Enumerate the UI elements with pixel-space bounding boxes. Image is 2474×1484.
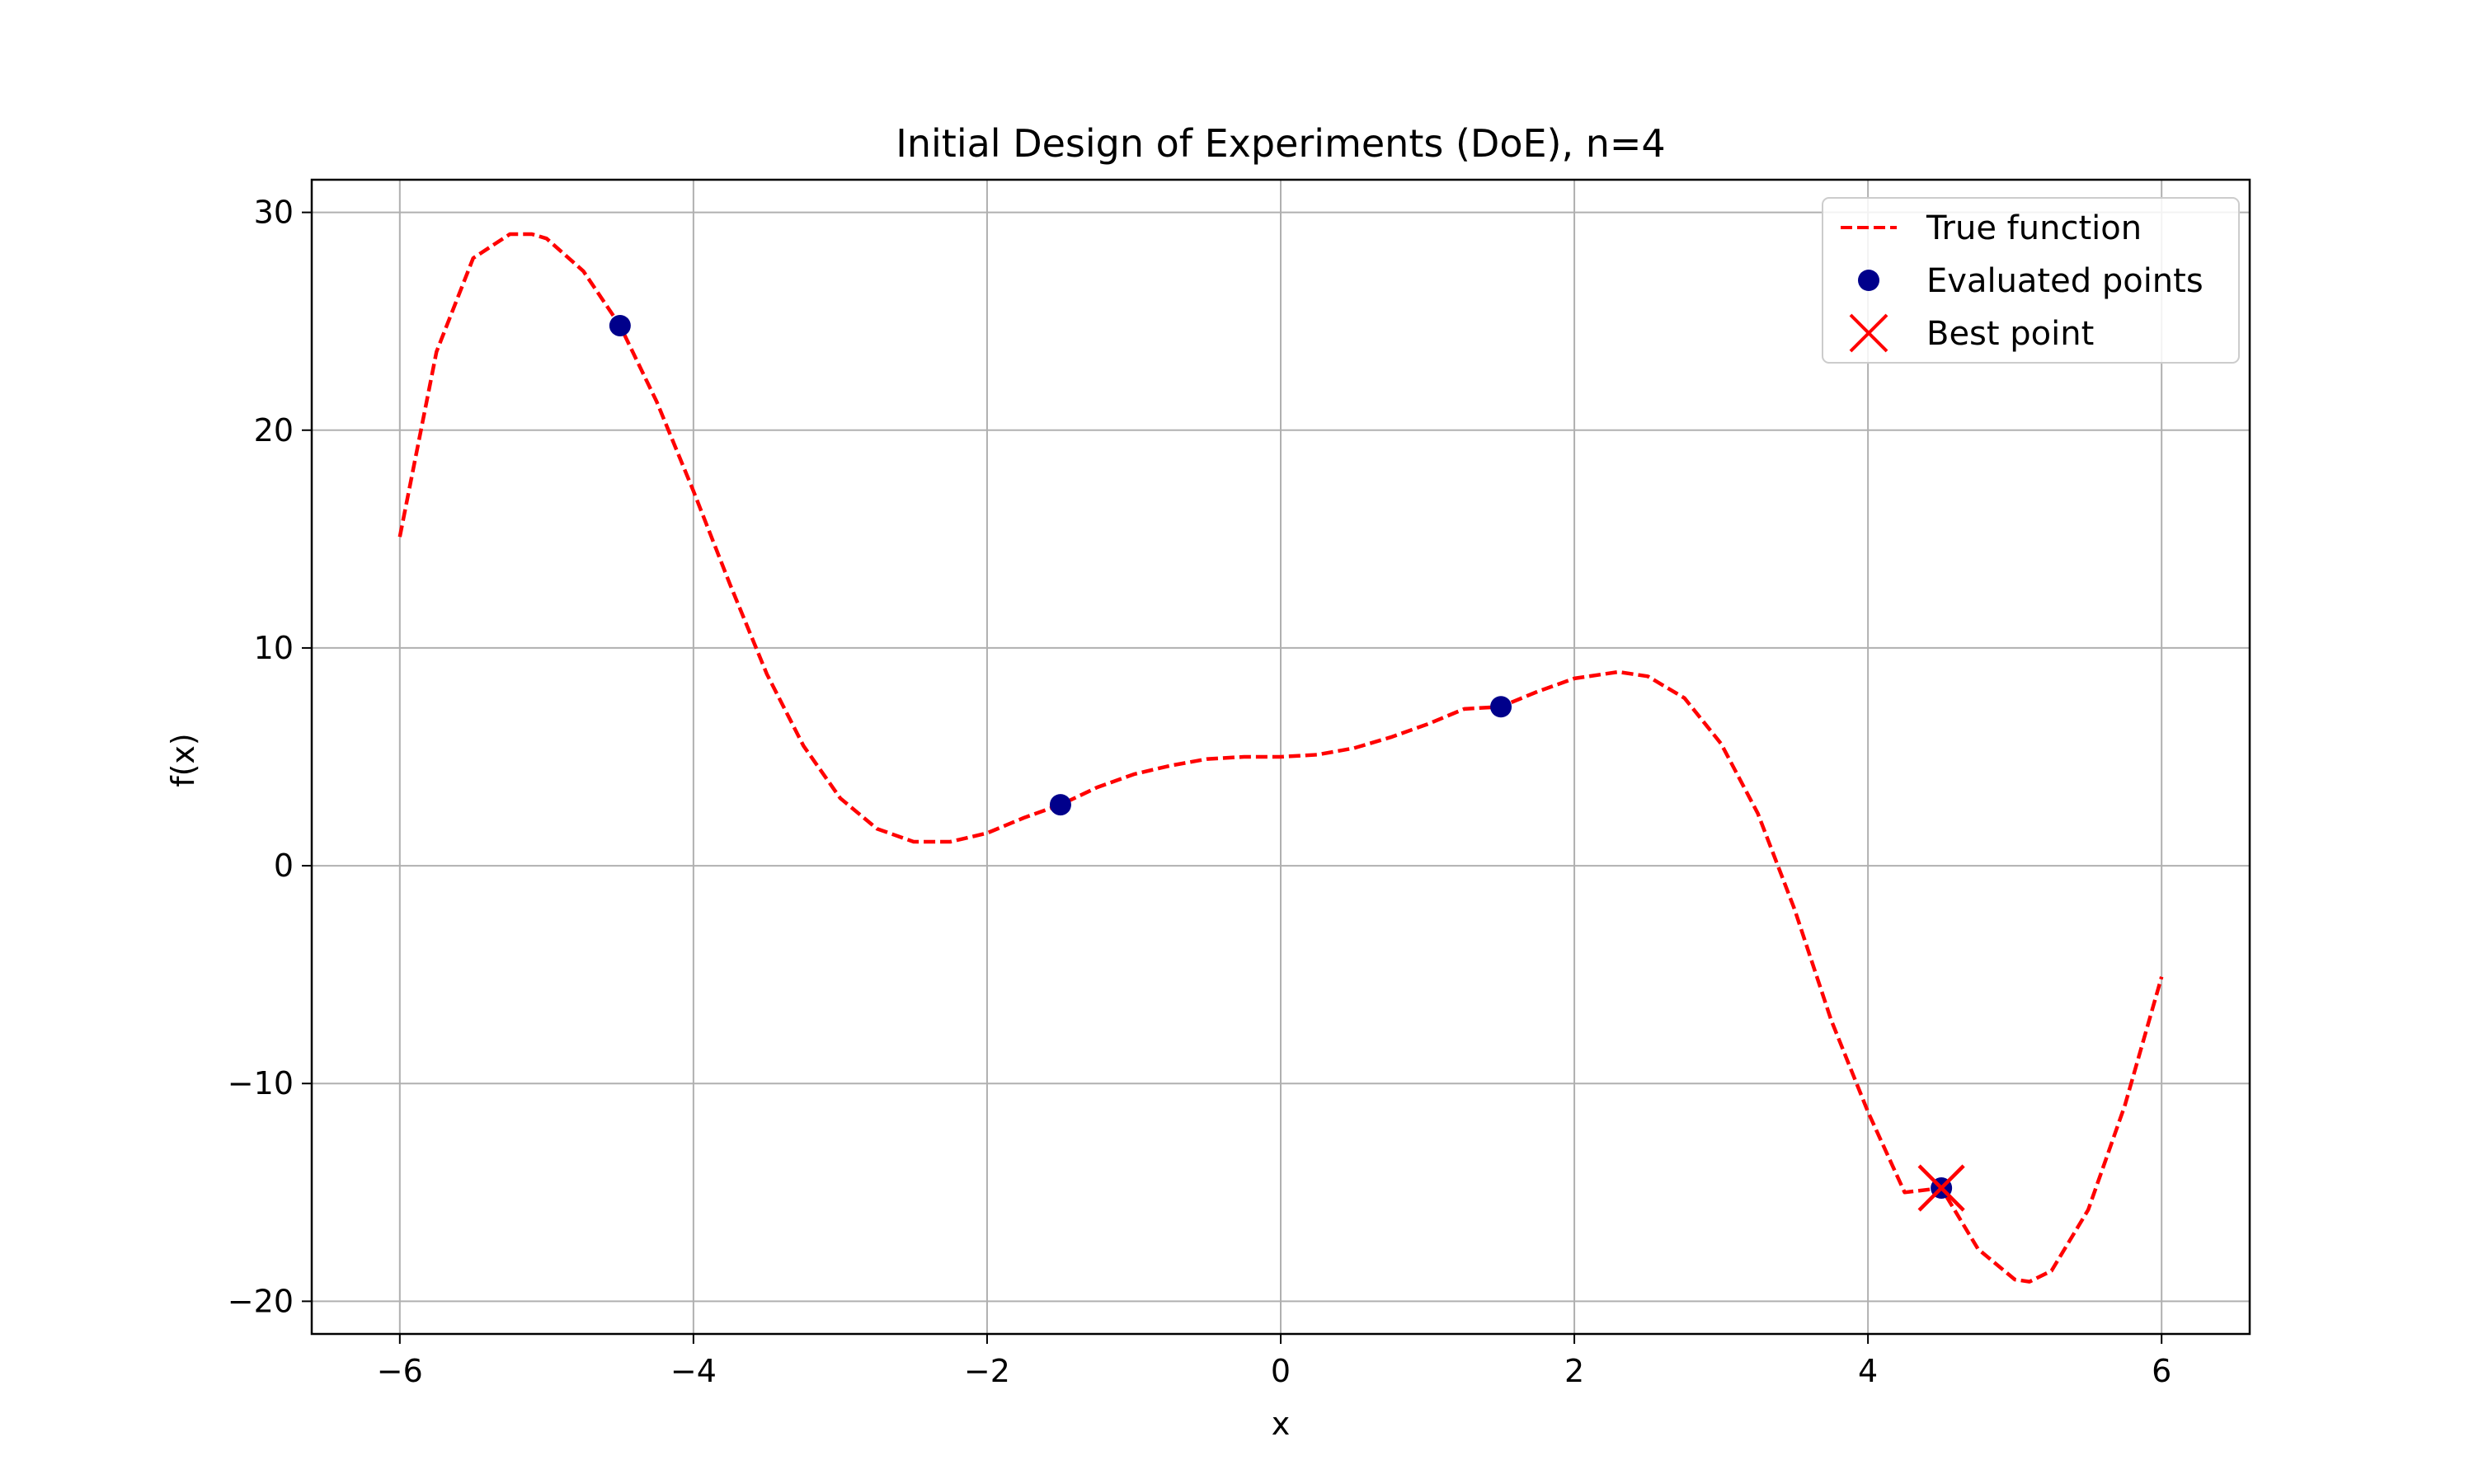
x-tick-label: 0 bbox=[1271, 1353, 1291, 1389]
evaluated-point bbox=[609, 314, 631, 336]
x-tick-label: −2 bbox=[964, 1353, 1010, 1389]
x-axis-label: x bbox=[1272, 1406, 1291, 1442]
legend-best-point-label: Best point bbox=[1926, 315, 2094, 353]
x-tick-label: 2 bbox=[1564, 1353, 1584, 1389]
y-tick-label: 10 bbox=[254, 630, 294, 666]
y-axis-ticks: −20 −10 0 10 20 30 bbox=[228, 195, 312, 1319]
grid-lines bbox=[312, 180, 2250, 1334]
best-point-marker bbox=[1917, 1164, 1965, 1212]
y-tick-label: 30 bbox=[254, 195, 294, 231]
x-tick-label: −6 bbox=[377, 1353, 423, 1389]
y-tick-label: 0 bbox=[274, 848, 294, 884]
y-tick-label: −10 bbox=[228, 1065, 294, 1101]
chart-title: Initial Design of Experiments (DoE), n=4 bbox=[896, 121, 1665, 166]
y-axis-label: f(x) bbox=[165, 733, 201, 787]
legend-evaluated-points-swatch bbox=[1858, 270, 1879, 291]
legend: True function Evaluated points Best poin… bbox=[1822, 197, 2240, 364]
true-function-line bbox=[397, 232, 2164, 1284]
evaluated-point bbox=[1490, 696, 1512, 718]
x-tick-label: −4 bbox=[670, 1353, 717, 1389]
x-tick-label: 4 bbox=[1858, 1353, 1878, 1389]
x-tick-label: 6 bbox=[2152, 1353, 2171, 1389]
legend-frame bbox=[1822, 197, 2240, 364]
legend-true-function-label: True function bbox=[1926, 209, 2142, 247]
series-layer bbox=[397, 232, 2164, 1284]
y-tick-label: −20 bbox=[228, 1283, 294, 1319]
x-axis-ticks: −6 −4 −2 0 2 4 6 bbox=[377, 1334, 2171, 1389]
y-tick-label: 20 bbox=[254, 412, 294, 448]
legend-best-point-swatch bbox=[1849, 313, 1888, 353]
evaluated-point bbox=[1049, 794, 1071, 816]
legend-evaluated-points-label: Evaluated points bbox=[1926, 262, 2204, 300]
